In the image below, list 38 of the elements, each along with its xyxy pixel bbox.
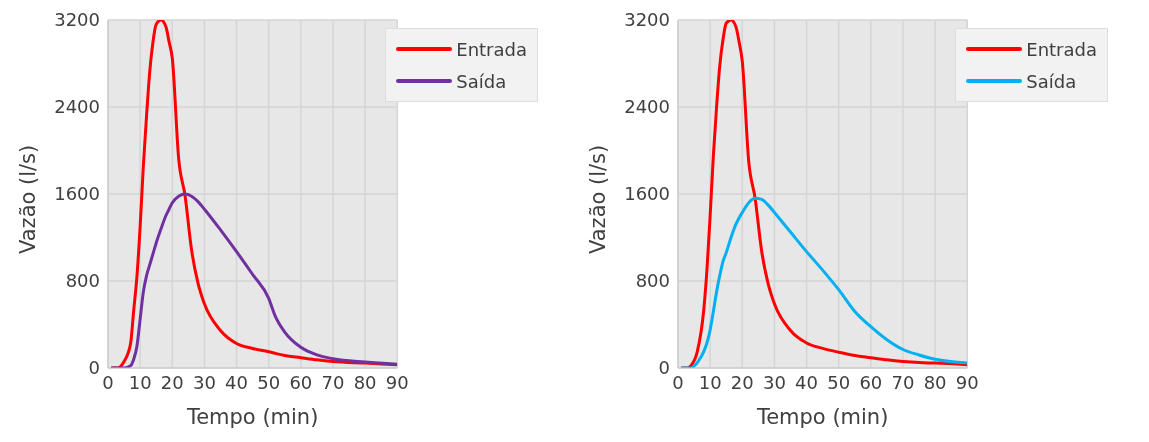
x-axis-title: Tempo (min) — [185, 405, 319, 429]
x-tick-label: 50 — [827, 371, 851, 393]
legend-label: Saída — [456, 70, 507, 92]
y-tick-label: 2400 — [624, 96, 670, 118]
x-tick-label: 70 — [321, 371, 345, 393]
y-tick-label: 3200 — [624, 9, 670, 31]
y-tick-label: 800 — [65, 270, 100, 292]
x-tick-label: 40 — [225, 371, 249, 393]
x-tick-label: 70 — [891, 371, 915, 393]
x-tick-label: 50 — [257, 371, 281, 393]
y-tick-label: 1600 — [624, 183, 670, 205]
y-tick-label: 2400 — [54, 96, 100, 118]
x-tick-label: 80 — [923, 371, 947, 393]
x-tick-label: 90 — [385, 371, 409, 393]
x-tick-label: 30 — [192, 371, 216, 393]
x-tick-label: 20 — [160, 371, 184, 393]
y-tick-label: 3200 — [54, 9, 100, 31]
legend-label: Saída — [1026, 70, 1077, 92]
x-tick-label: 40 — [795, 371, 819, 393]
legend-label: Entrada — [1026, 38, 1097, 60]
y-axis-title: Vazão (l/s) — [16, 144, 41, 254]
x-tick-label: 60 — [289, 371, 313, 393]
x-tick-label: 20 — [730, 371, 754, 393]
x-tick-label: 10 — [698, 371, 722, 393]
x-tick-label: 90 — [955, 371, 979, 393]
y-tick-label: 0 — [88, 357, 100, 379]
x-tick-label: 10 — [128, 371, 152, 393]
x-tick-label: 80 — [353, 371, 377, 393]
x-tick-label: 0 — [102, 371, 114, 393]
y-axis-title: Vazão (l/s) — [586, 144, 611, 254]
y-tick-label: 1600 — [54, 183, 100, 205]
x-tick-label: 60 — [859, 371, 883, 393]
x-tick-label: 0 — [672, 371, 684, 393]
y-tick-label: 0 — [658, 357, 670, 379]
x-tick-label: 30 — [762, 371, 786, 393]
x-axis-title: Tempo (min) — [755, 405, 889, 429]
y-tick-label: 800 — [635, 270, 670, 292]
legend-label: Entrada — [456, 38, 527, 60]
